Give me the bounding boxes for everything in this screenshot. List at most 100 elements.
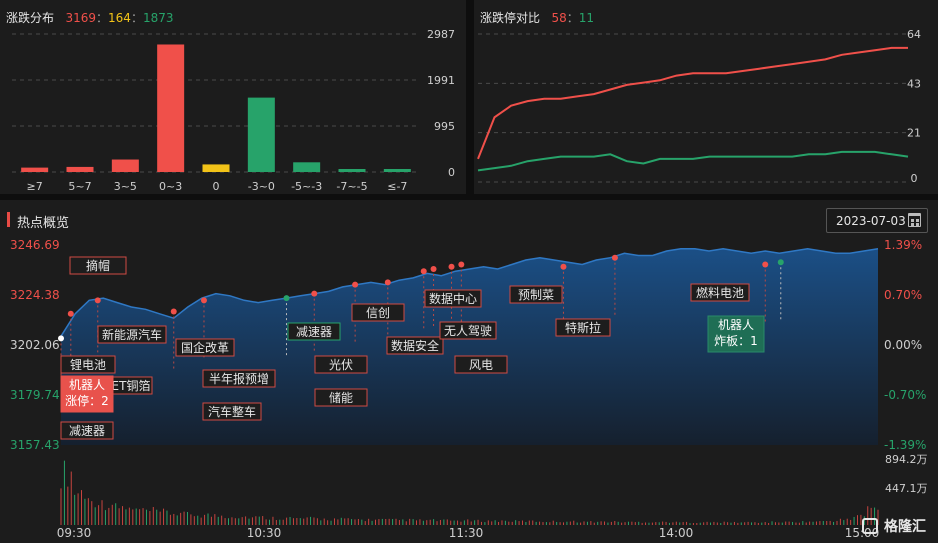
distribution-title: 涨跌分布 — [6, 11, 55, 25]
index-line — [60, 248, 879, 337]
y-tick-label: 21 — [907, 127, 921, 140]
tag-box — [314, 388, 368, 407]
tag-box — [454, 355, 508, 374]
tag-label: 预制菜 — [518, 288, 554, 302]
title-accent-bar — [7, 212, 10, 227]
series-line — [477, 150, 909, 172]
bar — [383, 169, 411, 172]
y-tick-right: 1.39% — [884, 238, 922, 252]
y-tick-right: 0.70% — [884, 288, 922, 302]
calendar-icon[interactable] — [908, 213, 921, 227]
limit-ratio-panel: 涨跌停对比 58：11 64 43 21 0 — [474, 0, 938, 194]
y-tick-left: 3246.69 — [10, 238, 60, 252]
tag-label: 数据安全 — [391, 338, 439, 353]
marker-dot — [430, 265, 437, 272]
marker-dot — [448, 263, 455, 270]
sep: ： — [566, 11, 579, 25]
x-tick-label: -3~0 — [248, 180, 275, 193]
tag-box — [386, 336, 444, 355]
y-tick-right: 0.00% — [884, 338, 922, 352]
y-tick-left: 3157.43 — [10, 438, 60, 452]
y-tick-left: 3179.74 — [10, 388, 60, 402]
ratio-title-row: 涨跌停对比 58：11 — [480, 9, 594, 26]
watermark-logo-icon — [862, 518, 878, 534]
flat-count: 164 — [108, 11, 131, 25]
tag-label: 机器人 — [69, 378, 105, 392]
tag-box — [287, 322, 341, 341]
tag-box — [60, 421, 114, 440]
y-tick-left: 3202.06 — [10, 338, 60, 352]
marker-dot — [170, 308, 177, 315]
y-tick-label: 43 — [907, 77, 921, 90]
distribution-bar-chart: 2987 1991 995 0 ≥7 5~7 3~5 0~3 0 -3~0 -5~-3 -7~-5 ≤-… — [12, 28, 455, 193]
up-count: 3169 — [65, 11, 97, 25]
sep: ： — [96, 11, 109, 25]
marker-dot — [58, 335, 64, 342]
x-tick-label: ≥7 — [27, 180, 43, 193]
tag-label: 半年报预增 — [209, 371, 269, 386]
bar — [247, 97, 275, 172]
marker-dot — [67, 310, 74, 317]
tag-box — [60, 375, 114, 413]
x-tick-label: 5~7 — [68, 180, 91, 193]
x-tick-label: -7~-5 — [336, 180, 367, 193]
tag-label: 特斯拉 — [565, 320, 601, 335]
series-line — [477, 46, 908, 160]
date-picker[interactable]: 2023-07-03 — [826, 208, 928, 233]
tag-label: 风电 — [469, 358, 493, 372]
hotspot-panel: 3246.69 3224.38 3202.06 3179.74 3157.43 1.39%… — [0, 200, 938, 543]
ratio-title: 涨跌停对比 — [480, 11, 541, 25]
y-tick-label: 0 — [448, 166, 455, 179]
tag-label: 机器人 — [718, 318, 754, 332]
bar — [157, 44, 185, 173]
tag-label: 信创 — [366, 306, 390, 320]
y-tick-label: 2987 — [427, 28, 455, 41]
x-tick-label: ≤-7 — [387, 180, 407, 193]
y-tick-right: -1.39% — [884, 438, 926, 452]
bar — [293, 162, 321, 172]
down-count: 1873 — [142, 11, 174, 25]
volume-tick: 894.2万 — [885, 453, 928, 466]
tag-label: 无人驾驶 — [444, 323, 492, 338]
marker-dot — [420, 268, 427, 275]
tag-label: 炸板：1 — [714, 334, 758, 348]
y-tick-label: 1991 — [427, 74, 455, 87]
tag-box — [97, 325, 167, 344]
tag-box — [424, 289, 482, 308]
x-tick-label: 14:00 — [659, 526, 694, 540]
marker-dot — [560, 263, 567, 270]
limit-down-count: 11 — [578, 11, 595, 25]
tag-label: 国企改革 — [181, 340, 229, 355]
limit-up-count: 58 — [551, 11, 567, 25]
tag-label: 减速器 — [296, 325, 332, 339]
marker-dot — [777, 259, 784, 266]
date-value: 2023-07-03 — [836, 214, 906, 228]
tag-box — [555, 318, 611, 337]
hotspot-title: 热点概览 — [17, 216, 70, 231]
tag-label: 燃料电池 — [696, 285, 744, 300]
bar — [21, 167, 49, 172]
distribution-title-row: 涨跌分布 3169：164：1873 — [6, 9, 174, 26]
marker-dot — [458, 261, 465, 268]
hotspot-area-chart: 3246.69 3224.38 3202.06 3179.74 3157.43 1.39%… — [10, 238, 928, 540]
x-tick-label: 09:30 — [57, 526, 92, 540]
y-tick-label: 0 — [911, 172, 918, 185]
watermark-text: 格隆汇 — [884, 519, 926, 535]
x-tick-label: 11:30 — [449, 526, 484, 540]
x-tick-label: 0 — [213, 180, 220, 193]
marker-dot — [352, 281, 359, 288]
tag-box — [69, 256, 127, 275]
bar — [202, 164, 230, 172]
y-tick-right: -0.70% — [884, 388, 926, 402]
marker-dot — [311, 290, 318, 297]
x-tick-label: 10:30 — [247, 526, 282, 540]
tag-label: ET铜箔 — [112, 378, 151, 393]
tag-label: 数据中心 — [429, 291, 477, 306]
tag-label: 光伏 — [329, 358, 353, 372]
marker-dot — [762, 261, 769, 268]
limit-ratio-line-chart: 64 43 21 0 — [477, 28, 921, 185]
marker-dot — [200, 297, 207, 304]
marker-dot — [384, 279, 391, 286]
tag-box — [314, 355, 368, 374]
marker-dot — [94, 297, 101, 304]
